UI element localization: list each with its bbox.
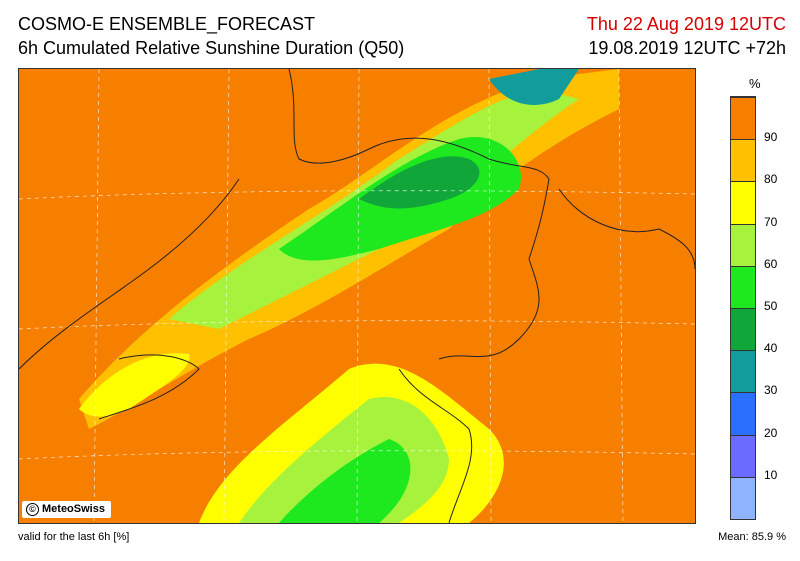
legend-swatch [731, 392, 755, 435]
legend-swatch [731, 434, 755, 477]
copyright-text: MeteoSwiss [42, 503, 105, 515]
forecast-map [18, 68, 696, 524]
legend-swatch [731, 308, 755, 351]
map-canvas [19, 69, 695, 523]
legend-swatch [731, 350, 755, 393]
legend-swatch [731, 265, 755, 308]
validity-note: valid for the last 6h [%] [18, 531, 130, 543]
copyright-icon: © [26, 503, 39, 516]
legend-tick-label: 80 [764, 172, 778, 187]
legend-swatch [731, 97, 755, 140]
copyright-badge: © MeteoSwiss [22, 501, 111, 518]
sunshine-zone-lake-geneva [79, 353, 190, 417]
legend-tick-label: 90 [764, 130, 778, 145]
legend-tick-label: 50 [764, 299, 778, 313]
legend-tick-label: 30 [764, 383, 778, 398]
legend-tick-label: 20 [764, 425, 778, 440]
legend-swatch [731, 476, 755, 519]
country-borders [19, 69, 695, 523]
title-block: COSMO-E ENSEMBLE_FORECAST 6h Cumulated R… [18, 12, 404, 60]
sunshine-zone-30-40 [489, 69, 579, 105]
valid-date: Thu 22 Aug 2019 12UTC [586, 14, 786, 34]
lat-lon-grid [19, 69, 695, 523]
legend-tick-label: 40 [764, 341, 778, 356]
mean-label: Mean: [718, 531, 749, 543]
map-title: COSMO-E ENSEMBLE_FORECAST [18, 14, 316, 34]
date-block: Thu 22 Aug 2019 12UTC 19.08.2019 12UTC +… [587, 12, 786, 60]
legend-swatch [731, 223, 755, 266]
legend-tick-label: 60 [764, 256, 778, 271]
mean-value: 85.9 % [751, 531, 786, 543]
legend-swatch [731, 181, 755, 224]
map-subtitle: 6h Cumulated Relative Sunshine Duration … [18, 38, 405, 58]
color-legend [730, 96, 756, 520]
legend-swatch [731, 139, 755, 182]
legend-tick-label: 10 [764, 467, 778, 482]
legend-tick-label: 70 [764, 214, 778, 229]
run-info: 19.08.2019 12UTC +72h [588, 38, 786, 58]
sunshine-zone-40-50 [359, 156, 480, 209]
sunshine-zone-50-60-south [279, 439, 411, 523]
mean-readout: Mean: 85.9 % [718, 531, 786, 543]
legend-unit: % [749, 76, 761, 91]
